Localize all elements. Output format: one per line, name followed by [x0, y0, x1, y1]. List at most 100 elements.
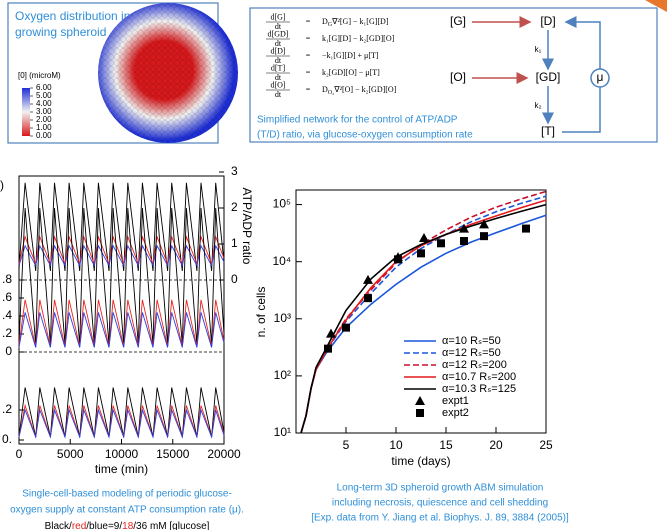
line-series	[18, 207, 225, 345]
eq-relation: =	[306, 17, 311, 26]
model-caption: (T/D) ratio, via glucose-oxygen consumpt…	[257, 130, 473, 141]
line-series	[18, 312, 225, 348]
marker	[479, 219, 489, 229]
marker	[415, 396, 425, 405]
eq-numerator: d[GD]	[268, 29, 289, 38]
y-tick-label: 10⁵	[273, 197, 291, 211]
marker	[363, 274, 373, 284]
y-tick-label: 0.	[2, 432, 12, 446]
network-node: [D]	[540, 14, 555, 28]
x-tick-label: 5	[343, 438, 350, 452]
network-node: [T]	[541, 124, 555, 138]
caption-part: /36 mM [glucose]	[133, 521, 209, 530]
x-tick-label: 10000	[105, 447, 139, 461]
eq-part: −k₁[G][D] + μ[T]	[322, 51, 379, 60]
eq-rhs: k₁[G][D] − k₂[GD][O]	[322, 34, 395, 43]
plot-frame	[18, 175, 225, 445]
eq-rhs: −k₁[G][D] + μ[T]	[322, 51, 379, 60]
legend-label: α=10 Rₛ=50	[442, 335, 501, 347]
caption: oxygen supply at constant ATP consumptio…	[10, 505, 244, 516]
marker	[416, 409, 424, 417]
y-tick-label: .2	[2, 402, 12, 416]
network-node: [GD]	[536, 70, 561, 84]
marker	[394, 255, 402, 264]
x-axis-title: time (days)	[391, 454, 450, 468]
y2-tick-label: 2	[231, 200, 238, 214]
eq-numerator: d[D]	[270, 46, 285, 55]
x-axis-title: time (min)	[95, 462, 148, 476]
eq-denominator: dt	[275, 90, 282, 99]
network-node: [G]	[450, 14, 466, 28]
caption-part: 18	[122, 521, 134, 530]
corner-decoration	[645, 0, 667, 12]
y2-axis-title: ATP/ADP ratio	[240, 188, 254, 265]
legend-label: α=10.3 Rₛ=125	[442, 383, 516, 395]
legend-label: expt2	[442, 407, 469, 419]
y-tick-label: 10¹	[274, 425, 291, 439]
x-tick-label: 0	[16, 447, 23, 461]
eq-relation: =	[306, 51, 311, 60]
y-tick-label: .6	[2, 290, 12, 304]
y-tick-label: 10⁴	[272, 254, 291, 268]
marker	[364, 294, 372, 303]
box-title: growing spheroid	[15, 25, 106, 39]
marker	[460, 237, 468, 246]
eq-part: k₂[GD][O] − μ[T]	[322, 68, 380, 77]
eq-numerator: d[O]	[270, 80, 285, 89]
eq-rhs: DO₂∇²[O] − k₂[GD][O]	[322, 85, 397, 97]
legend-label: expt1	[442, 395, 469, 407]
colorbar-label: 1.00	[36, 123, 52, 132]
eq-part: D	[322, 85, 328, 94]
eq-denominator: dt	[275, 56, 282, 65]
x-tick-label: 20	[489, 438, 503, 452]
plot-frame	[295, 189, 547, 434]
y-tick-label: 10³	[274, 311, 291, 325]
y-tick-label: .8	[2, 272, 12, 286]
line-series	[300, 203, 547, 434]
model-box	[249, 7, 658, 143]
caption-part: /blue=9/	[86, 521, 122, 530]
colorbar-label: 4.00	[36, 99, 52, 108]
caption-part: Black/	[45, 521, 72, 530]
box-title: Oxygen distribution in a	[15, 9, 141, 23]
eq-part: ∇²[O] − k₂[GD][O]	[333, 85, 396, 94]
caption: Black/red/blue=9/18/36 mM [glucose]	[45, 521, 210, 530]
colorbar	[22, 88, 30, 136]
model-caption: Simplified network for the control of AT…	[257, 115, 458, 126]
rate-label: k₂	[534, 101, 541, 110]
line-series	[300, 190, 547, 434]
marker	[419, 232, 429, 242]
y-axis-title: n. of cells	[254, 287, 268, 338]
caption: including necrosis, quiescence and cell …	[332, 498, 548, 509]
colorbar-label: 5.00	[36, 91, 52, 100]
marker	[342, 323, 350, 332]
y-tick-label: 10²	[274, 368, 291, 382]
y2-tick-label: 3	[231, 164, 238, 178]
x-tick-label: 15000	[156, 447, 190, 461]
eq-part: D	[322, 17, 328, 26]
eq-subscript: G	[328, 22, 333, 28]
caption: Single-cell-based modeling of periodic g…	[22, 489, 232, 500]
line-series	[18, 408, 225, 439]
x-tick-label: 10	[389, 438, 403, 452]
line	[562, 87, 601, 133]
eq-relation: =	[306, 85, 311, 94]
x-tick-label: 20000	[207, 447, 241, 461]
eq-numerator: d[G]	[270, 12, 285, 21]
marker	[437, 239, 445, 248]
rate-label: k₁	[535, 45, 542, 54]
colorbar-label: 3.00	[36, 107, 52, 116]
caption: Long-term 3D spheroid growth ABM simulat…	[337, 483, 544, 494]
line-series	[300, 195, 547, 434]
y-tick-label: .4	[2, 308, 12, 322]
eq-part: k₁[G][D] − k₂[GD][O]	[322, 34, 395, 43]
caption-part: red	[72, 521, 86, 530]
eq-relation: =	[306, 68, 311, 77]
mu-node	[590, 68, 610, 88]
network-arrows	[472, 16, 610, 133]
eq-subscript: O₂	[328, 90, 334, 96]
colorbar-label: 2.00	[36, 115, 52, 124]
eq-denominator: dt	[275, 73, 282, 82]
y2-tick-label: 1	[231, 236, 238, 250]
